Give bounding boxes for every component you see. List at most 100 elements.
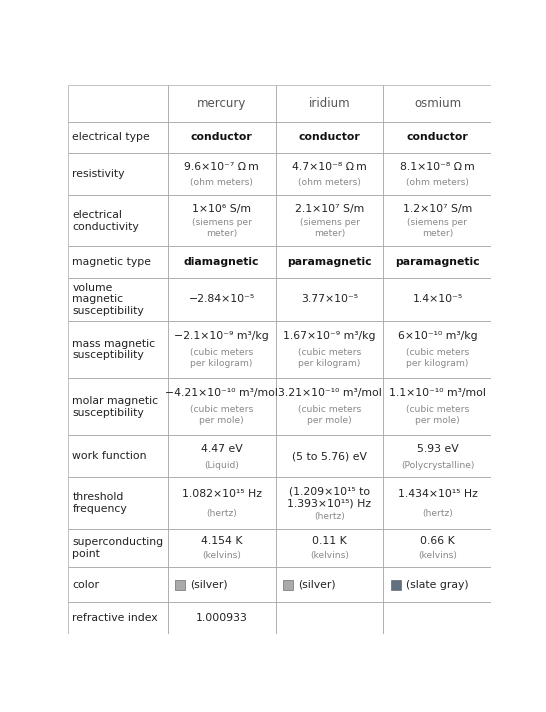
Text: (silver): (silver) xyxy=(298,580,336,590)
Bar xyxy=(383,378,491,435)
Bar xyxy=(383,246,491,278)
Text: 1.1×10⁻¹⁰ m³/mol: 1.1×10⁻¹⁰ m³/mol xyxy=(389,388,486,398)
Text: 2.1×10⁷ S/m: 2.1×10⁷ S/m xyxy=(295,204,364,214)
Bar xyxy=(168,378,276,435)
Text: conductor: conductor xyxy=(299,132,360,142)
Text: (cubic meters
per mole): (cubic meters per mole) xyxy=(298,405,361,425)
Bar xyxy=(276,529,383,567)
Bar xyxy=(383,321,491,378)
Bar xyxy=(68,153,168,195)
Bar xyxy=(383,435,491,477)
Text: superconducting
point: superconducting point xyxy=(73,537,164,559)
Text: (kelvins): (kelvins) xyxy=(418,552,457,560)
Bar xyxy=(168,321,276,378)
Bar xyxy=(276,122,383,153)
Text: (siemens per
meter): (siemens per meter) xyxy=(300,219,360,238)
Text: threshold
frequency: threshold frequency xyxy=(73,492,127,514)
Bar xyxy=(68,529,168,567)
Bar xyxy=(276,477,383,529)
Text: 3.77×10⁻⁵: 3.77×10⁻⁵ xyxy=(301,295,358,305)
Bar xyxy=(276,378,383,435)
Text: (slate gray): (slate gray) xyxy=(406,580,468,590)
Text: 3.21×10⁻¹⁰ m³/mol: 3.21×10⁻¹⁰ m³/mol xyxy=(278,388,382,398)
Bar xyxy=(383,278,491,321)
Text: (5 to 5.76) eV: (5 to 5.76) eV xyxy=(292,451,367,461)
Text: 0.11 K: 0.11 K xyxy=(312,536,347,546)
Text: (hertz): (hertz) xyxy=(314,513,345,521)
Bar xyxy=(68,278,168,321)
Text: 1.082×10¹⁵ Hz: 1.082×10¹⁵ Hz xyxy=(182,489,262,499)
Text: (silver): (silver) xyxy=(190,580,228,590)
Bar xyxy=(276,602,383,634)
Bar xyxy=(175,580,185,590)
Text: osmium: osmium xyxy=(414,97,461,110)
Bar xyxy=(168,153,276,195)
Text: iridium: iridium xyxy=(308,97,351,110)
Text: volume
magnetic
susceptibility: volume magnetic susceptibility xyxy=(73,283,144,316)
Bar xyxy=(383,85,491,122)
Bar xyxy=(168,195,276,246)
Text: diamagnetic: diamagnetic xyxy=(184,257,259,267)
Bar xyxy=(383,567,491,602)
Bar xyxy=(68,321,168,378)
Bar xyxy=(276,85,383,122)
Text: (siemens per
meter): (siemens per meter) xyxy=(407,219,467,238)
Bar xyxy=(383,602,491,634)
Bar xyxy=(68,477,168,529)
Text: (Liquid): (Liquid) xyxy=(204,461,239,470)
Bar xyxy=(276,321,383,378)
Bar xyxy=(276,195,383,246)
Text: 1.67×10⁻⁹ m³/kg: 1.67×10⁻⁹ m³/kg xyxy=(283,331,376,341)
Text: (kelvins): (kelvins) xyxy=(310,552,349,560)
Text: 4.47 eV: 4.47 eV xyxy=(201,444,242,454)
Bar xyxy=(383,153,491,195)
Text: refractive index: refractive index xyxy=(73,613,158,623)
Text: (1.209×10¹⁵ to
1.393×10¹⁵) Hz: (1.209×10¹⁵ to 1.393×10¹⁵) Hz xyxy=(288,486,372,508)
Text: 9.6×10⁻⁷ Ω m: 9.6×10⁻⁷ Ω m xyxy=(184,162,259,172)
Text: (kelvins): (kelvins) xyxy=(202,552,241,560)
Text: (Polycrystalline): (Polycrystalline) xyxy=(401,461,474,470)
Text: conductor: conductor xyxy=(407,132,468,142)
Text: 5.93 eV: 5.93 eV xyxy=(417,444,458,454)
Text: (cubic meters
per mole): (cubic meters per mole) xyxy=(406,405,469,425)
Text: −2.84×10⁻⁵: −2.84×10⁻⁵ xyxy=(188,295,254,305)
Text: (cubic meters
per kilogram): (cubic meters per kilogram) xyxy=(190,348,253,367)
Text: (cubic meters
per kilogram): (cubic meters per kilogram) xyxy=(298,348,361,367)
Text: 8.1×10⁻⁸ Ω m: 8.1×10⁻⁸ Ω m xyxy=(400,162,475,172)
Bar xyxy=(168,477,276,529)
Bar xyxy=(68,195,168,246)
Bar xyxy=(68,567,168,602)
Text: electrical
conductivity: electrical conductivity xyxy=(73,210,139,231)
Bar xyxy=(168,85,276,122)
Bar xyxy=(276,567,383,602)
Text: 1.000933: 1.000933 xyxy=(195,613,247,623)
Text: paramagnetic: paramagnetic xyxy=(287,257,372,267)
Bar xyxy=(168,435,276,477)
Text: 1.4×10⁻⁵: 1.4×10⁻⁵ xyxy=(412,295,462,305)
Text: molar magnetic
susceptibility: molar magnetic susceptibility xyxy=(73,396,158,418)
Bar xyxy=(168,567,276,602)
Bar xyxy=(276,153,383,195)
Bar xyxy=(68,435,168,477)
Text: (ohm meters): (ohm meters) xyxy=(190,179,253,187)
Bar xyxy=(383,122,491,153)
Bar xyxy=(68,246,168,278)
Text: 6×10⁻¹⁰ m³/kg: 6×10⁻¹⁰ m³/kg xyxy=(397,331,477,341)
Bar xyxy=(168,529,276,567)
Bar xyxy=(68,85,168,122)
Bar xyxy=(276,278,383,321)
Text: 0.66 K: 0.66 K xyxy=(420,536,455,546)
Text: mercury: mercury xyxy=(197,97,246,110)
Text: (hertz): (hertz) xyxy=(422,509,453,518)
Text: 1.2×10⁷ S/m: 1.2×10⁷ S/m xyxy=(403,204,472,214)
Text: conductor: conductor xyxy=(191,132,252,142)
Text: electrical type: electrical type xyxy=(73,132,150,142)
Bar xyxy=(68,122,168,153)
Text: −4.21×10⁻¹⁰ m³/mol: −4.21×10⁻¹⁰ m³/mol xyxy=(165,388,278,398)
Bar xyxy=(383,477,491,529)
Text: (ohm meters): (ohm meters) xyxy=(406,179,469,187)
Bar xyxy=(168,246,276,278)
Text: (cubic meters
per kilogram): (cubic meters per kilogram) xyxy=(406,348,469,367)
Bar xyxy=(168,122,276,153)
Text: magnetic type: magnetic type xyxy=(73,257,151,267)
